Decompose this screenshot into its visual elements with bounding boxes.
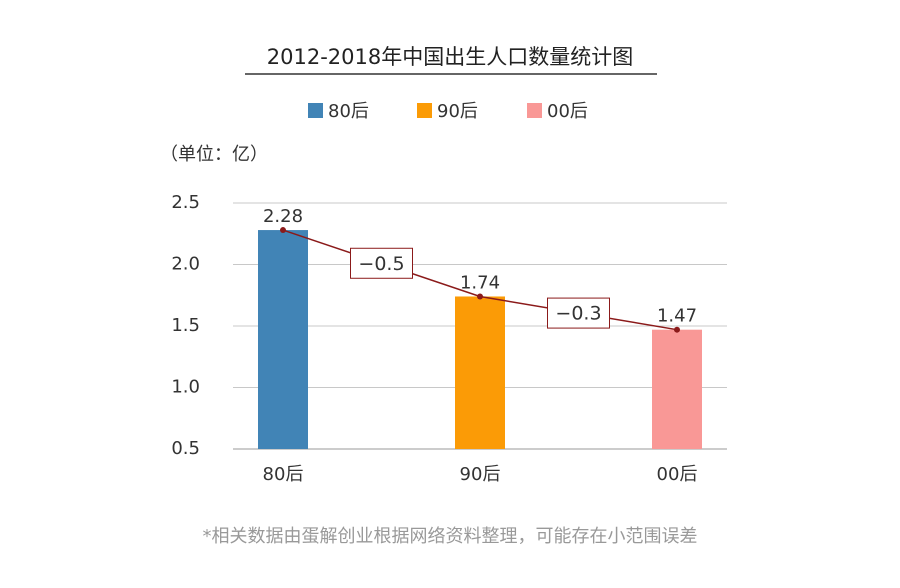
y-tick-label: 0.5 [171,438,200,459]
annotation: −0.5 [358,253,404,275]
y-tick-label: 2.5 [171,192,200,213]
bar [652,329,702,449]
x-tick-label: 90后 [460,464,501,485]
y-tick-label: 2.0 [171,254,200,275]
annotation: −0.3 [555,303,601,325]
annotation-box [547,297,610,329]
trend-point [477,293,483,300]
annotation-box [350,247,413,279]
bar [258,230,308,449]
y-tick-label: 1.5 [171,315,200,336]
footnote: *相关数据由蛋解创业根据网络资料整理，可能存在小范围误差 [203,526,698,547]
trend-point [674,326,680,333]
legend-swatch [308,103,323,118]
x-tick-label: 00后 [657,464,698,485]
legend-label: 90后 [437,101,478,122]
legend-swatch [417,103,432,118]
trend-point [280,227,286,234]
x-tick-label: 80后 [263,464,304,485]
legend-swatch [527,103,542,118]
legend-label: 80后 [328,101,369,122]
chart-title: 2012-2018年中国出生人口数量统计图 [267,45,633,69]
data-label: 1.74 [460,272,500,293]
unit-label: （单位：亿） [160,144,268,165]
legend-label: 00后 [547,101,588,122]
data-label: 1.47 [657,306,697,327]
data-label: 2.28 [263,206,303,227]
bar [455,296,505,449]
y-tick-label: 1.0 [171,377,200,398]
